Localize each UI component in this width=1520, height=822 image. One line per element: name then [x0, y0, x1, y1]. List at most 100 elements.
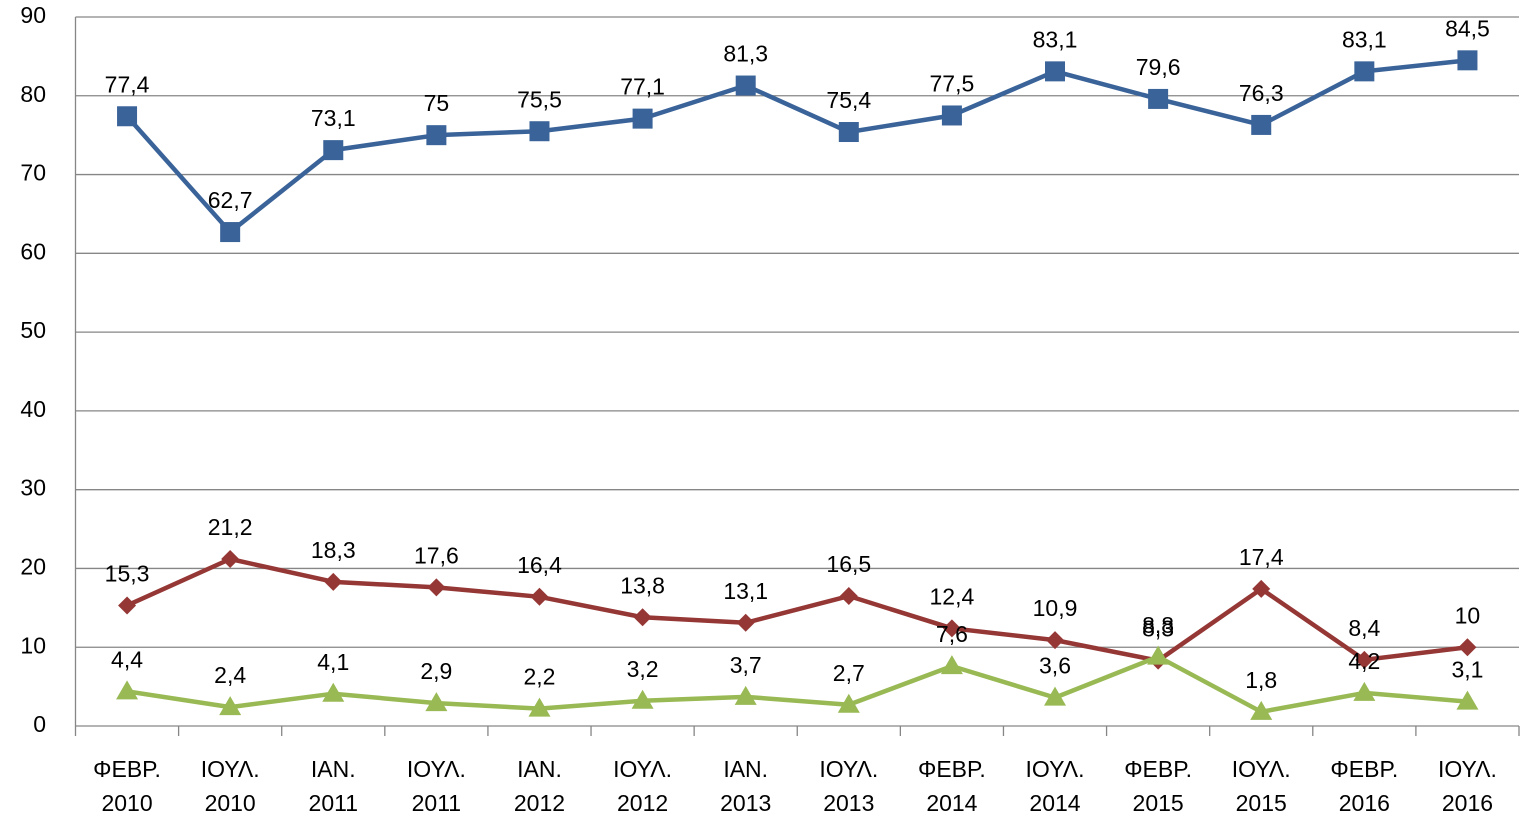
data-label: 75: [424, 90, 450, 116]
data-label: 3,6: [1039, 653, 1071, 679]
x-tick-label: ΙΟΥΛ.: [1026, 756, 1085, 782]
marker: [940, 655, 963, 675]
x-tick-label: 2013: [823, 790, 874, 816]
series-line: [126, 556, 1468, 663]
marker: [530, 587, 549, 606]
marker: [1458, 638, 1477, 657]
x-tick-label: ΙΑΝ.: [311, 756, 356, 782]
data-label: 1,8: [1245, 667, 1277, 693]
marker: [837, 693, 860, 713]
x-tick-label: 2016: [1442, 790, 1493, 816]
x-tick-label: ΙΟΥΛ.: [819, 756, 878, 782]
y-tick-label: 20: [20, 554, 46, 580]
marker: [117, 106, 138, 127]
marker: [116, 680, 139, 700]
data-label: 8,4: [1348, 615, 1380, 641]
x-tick-label: 2016: [1339, 790, 1390, 816]
data-label: 13,8: [620, 572, 665, 598]
x-tick-label: ΙΑΝ.: [723, 756, 768, 782]
marker: [118, 596, 137, 615]
marker: [734, 685, 757, 705]
data-label: 8,8: [1142, 612, 1174, 638]
data-label: 2,2: [523, 664, 555, 690]
data-label: 83,1: [1033, 26, 1078, 52]
data-label: 83,1: [1342, 26, 1387, 52]
marker: [1456, 690, 1479, 710]
marker: [736, 613, 755, 632]
marker: [838, 122, 859, 143]
marker: [426, 125, 447, 146]
x-tick-label: ΙΟΥΛ.: [613, 756, 672, 782]
x-tick-label: 2014: [1029, 790, 1080, 816]
x-tick-label: ΙΑΝ.: [517, 756, 562, 782]
data-label: 15,3: [105, 561, 150, 587]
data-label: 75,5: [517, 86, 562, 112]
x-tick-label: ΦΕΒΡ.: [918, 756, 986, 782]
x-tick-label: 2012: [514, 790, 565, 816]
marker: [1046, 631, 1065, 650]
marker: [1354, 61, 1375, 82]
marker: [1044, 686, 1067, 706]
data-label: 10,9: [1033, 595, 1078, 621]
y-tick-label: 10: [20, 632, 46, 658]
marker: [425, 692, 448, 712]
marker: [941, 105, 962, 126]
data-label: 2,4: [214, 662, 246, 688]
x-tick-label: ΙΟΥΛ.: [1232, 756, 1291, 782]
x-tick-label: 2015: [1133, 790, 1184, 816]
marker: [529, 121, 550, 142]
marker: [219, 696, 242, 716]
marker: [1457, 50, 1478, 71]
data-label: 4,2: [1348, 648, 1380, 674]
data-label: 84,5: [1445, 15, 1490, 41]
series-line: [125, 58, 1468, 235]
marker: [839, 587, 858, 606]
x-tick-label: ΙΟΥΛ.: [1438, 756, 1497, 782]
data-label: 17,4: [1239, 544, 1284, 570]
marker: [942, 619, 961, 638]
data-label: 21,2: [208, 514, 253, 540]
data-label: 77,1: [620, 74, 665, 100]
data-label: 75,4: [826, 87, 871, 113]
data-label: 17,6: [414, 542, 459, 568]
x-tick-label: 2010: [101, 790, 152, 816]
marker: [220, 222, 241, 243]
data-label: 18,3: [311, 537, 356, 563]
marker: [1353, 681, 1376, 701]
x-tick-label: 2013: [720, 790, 771, 816]
data-label: 79,6: [1136, 54, 1181, 80]
marker: [735, 75, 756, 96]
data-label: 3,2: [627, 656, 659, 682]
x-tick-label: 2015: [1236, 790, 1287, 816]
marker: [1355, 650, 1374, 669]
x-tick-label: 2011: [412, 790, 461, 816]
marker: [632, 108, 653, 129]
x-tick-label: 2010: [205, 790, 256, 816]
x-tick-label: 2014: [926, 790, 977, 816]
data-label: 4,4: [111, 646, 143, 672]
marker: [1147, 645, 1170, 665]
marker: [1045, 61, 1066, 82]
marker: [528, 697, 551, 717]
marker: [1251, 114, 1272, 135]
y-tick-label: 40: [20, 396, 46, 422]
data-label: 4,1: [317, 649, 349, 675]
data-label: 77,5: [930, 71, 975, 97]
data-label: 81,3: [723, 41, 768, 67]
data-label: 77,4: [105, 71, 150, 97]
x-tick-label: ΦΕΒΡ.: [1124, 756, 1192, 782]
data-label: 3,1: [1451, 657, 1483, 683]
y-tick-label: 60: [20, 238, 46, 264]
data-label: 76,3: [1239, 80, 1284, 106]
data-label: 10: [1455, 602, 1481, 628]
x-tick-label: 2011: [309, 790, 358, 816]
x-tick-label: ΦΕΒΡ.: [93, 756, 161, 782]
marker: [633, 608, 652, 627]
data-label: 16,5: [826, 551, 871, 577]
data-label: 13,1: [723, 578, 768, 604]
marker: [322, 682, 345, 702]
marker: [1148, 88, 1169, 109]
data-label: 8,3: [1142, 616, 1174, 642]
